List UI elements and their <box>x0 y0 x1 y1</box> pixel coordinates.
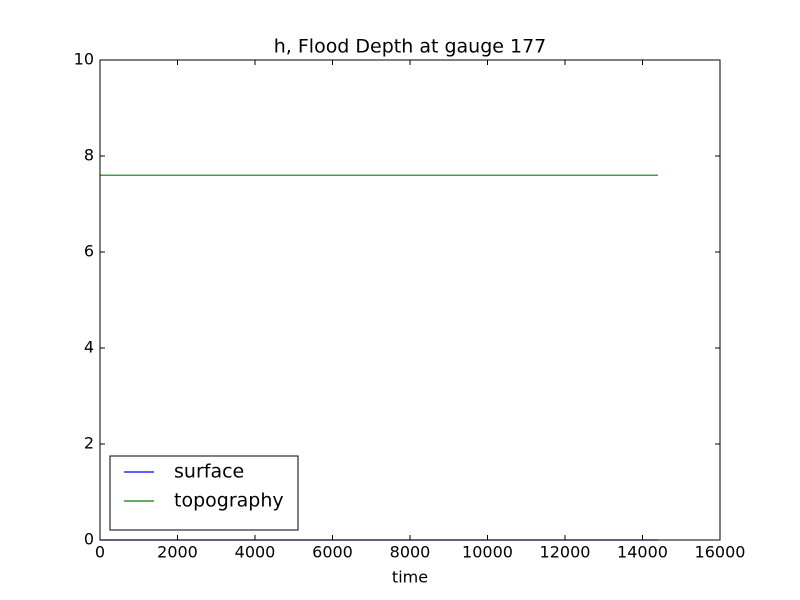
x-tick-label: 10000 <box>462 543 513 562</box>
y-tick-label: 4 <box>84 338 94 357</box>
legend-label: topography <box>174 490 284 512</box>
legend-box <box>109 455 299 531</box>
y-tick-label: 6 <box>84 242 94 261</box>
x-tick-label: 0 <box>95 543 105 562</box>
x-tick-label: 2000 <box>157 543 198 562</box>
y-tick-label: 2 <box>84 434 94 453</box>
legend-label: surface <box>174 461 244 483</box>
y-tick-label: 0 <box>84 530 94 549</box>
x-tick-label: 6000 <box>312 543 353 562</box>
y-tick-label: 10 <box>74 50 94 69</box>
x-tick-label: 14000 <box>617 543 668 562</box>
x-tick-label: 12000 <box>540 543 591 562</box>
x-tick-label: 4000 <box>235 543 276 562</box>
x-tick-label: 8000 <box>390 543 431 562</box>
chart-title: h, Flood Depth at gauge 177 <box>274 36 547 58</box>
x-axis-label: time <box>392 568 428 587</box>
x-tick-label: 16000 <box>695 543 746 562</box>
y-tick-label: 8 <box>84 146 94 165</box>
